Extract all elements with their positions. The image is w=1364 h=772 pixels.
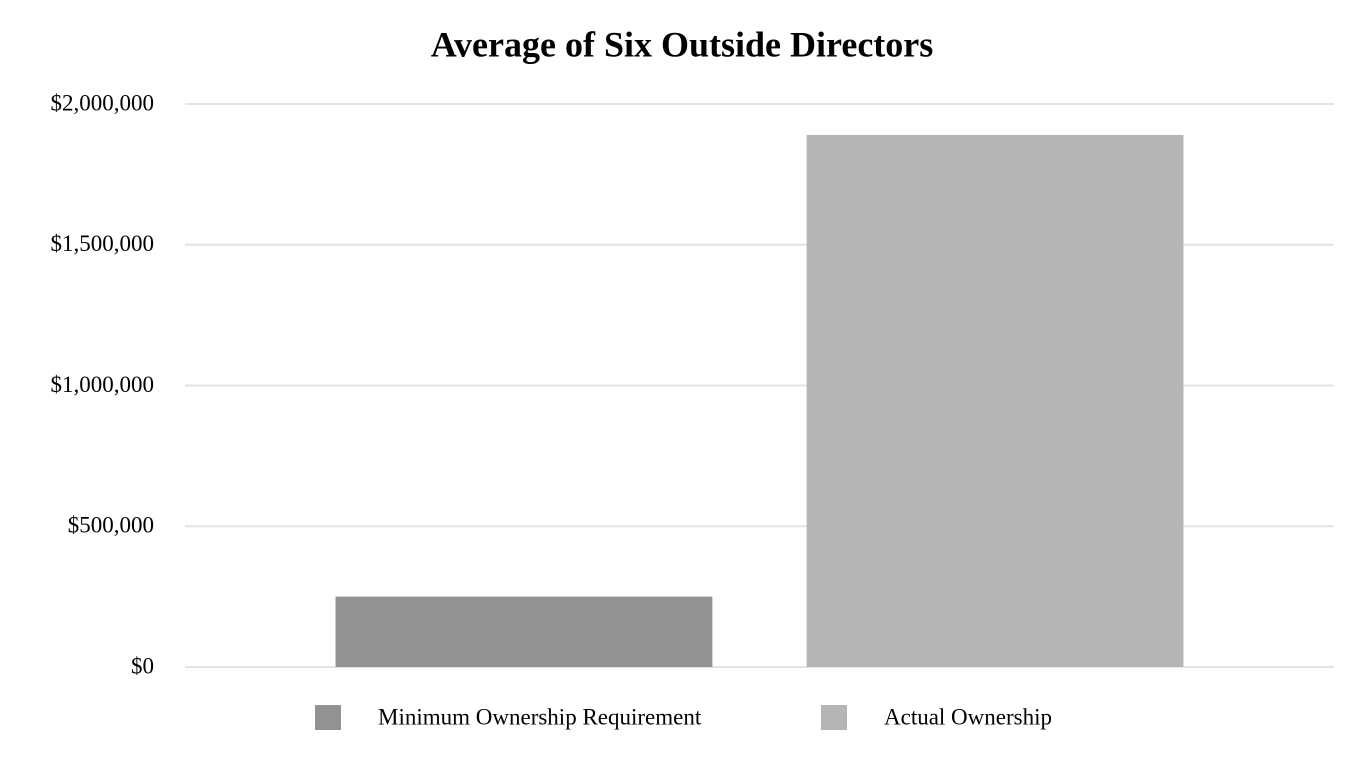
- y-tick-label: $1,000,000: [51, 372, 155, 397]
- y-tick-label: $1,500,000: [51, 231, 155, 256]
- legend-label: Minimum Ownership Requirement: [378, 704, 702, 729]
- legend-swatch: [315, 705, 341, 730]
- bar: [806, 134, 1184, 668]
- chart-title: Average of Six Outside Directors: [431, 24, 934, 64]
- legend-swatch: [821, 705, 847, 730]
- legend-label: Actual Ownership: [884, 704, 1052, 729]
- y-tick-label: $2,000,000: [51, 90, 155, 115]
- y-tick-label: $500,000: [68, 513, 154, 538]
- bar: [335, 596, 713, 667]
- y-tick-label: $0: [131, 653, 154, 678]
